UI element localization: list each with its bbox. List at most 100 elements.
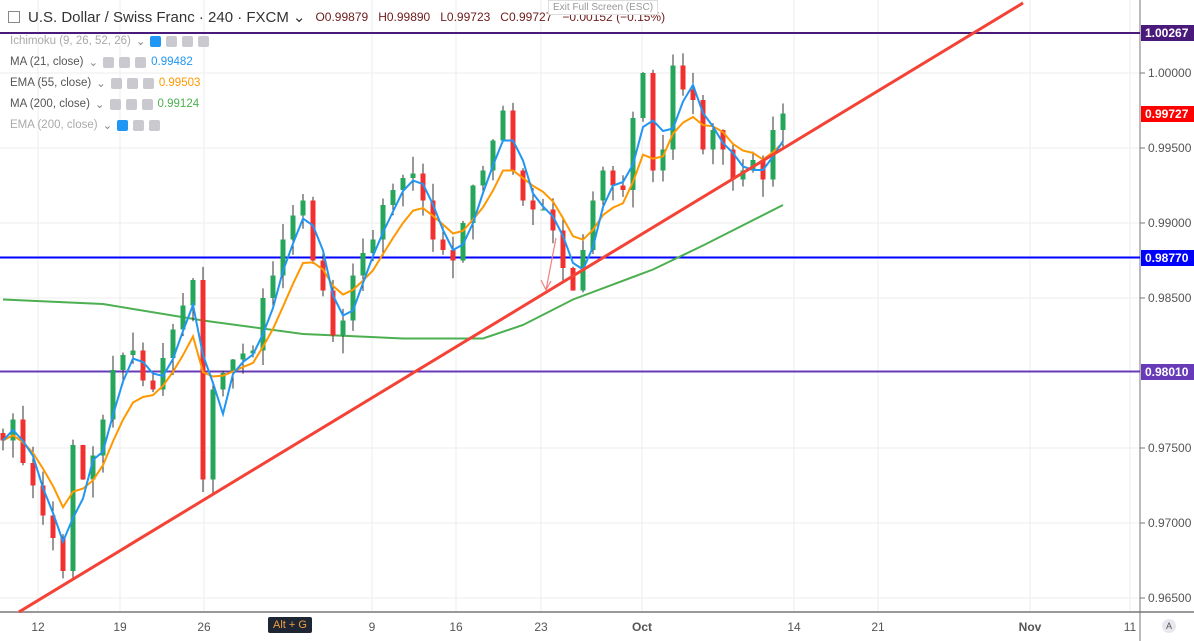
indicator-value: 0.99124: [157, 98, 200, 110]
visibility-icon[interactable]: [150, 35, 162, 47]
candle: [20, 405, 26, 466]
candle: [140, 342, 146, 387]
candle: [630, 111, 636, 208]
auto-scale-button[interactable]: A: [1162, 619, 1176, 633]
ma21-line: [2, 82, 784, 545]
x-tick-label: 14: [787, 620, 801, 634]
chevron-down-icon[interactable]: ⌄: [292, 9, 306, 26]
visibility-icon[interactable]: [117, 119, 129, 131]
candle: [670, 54, 676, 160]
candle: [720, 129, 726, 165]
candle: [660, 134, 666, 182]
shortcut-hint: Alt + G: [268, 617, 312, 633]
candle: [50, 501, 56, 551]
y-tick-label: 0.99000: [1148, 216, 1192, 230]
candle: [300, 193, 306, 229]
settings-icon[interactable]: [125, 98, 137, 110]
close-icon[interactable]: [149, 119, 161, 131]
chevron-down-icon[interactable]: ⌄: [135, 36, 146, 48]
indicator-label: EMA (55, close): [10, 77, 92, 89]
candle: [380, 198, 386, 257]
candle: [570, 266, 576, 291]
close-icon[interactable]: [141, 98, 153, 110]
candle: [620, 175, 626, 197]
indicator-label: MA (21, close): [10, 56, 84, 68]
collapse-icon[interactable]: [8, 11, 20, 23]
candle: [510, 102, 516, 175]
visibility-icon[interactable]: [110, 77, 122, 89]
candle: [520, 168, 526, 206]
symbol-title[interactable]: U.S. Dollar / Swiss Franc · 240 · FXCM ⌄: [8, 8, 305, 26]
chevron-down-icon[interactable]: ⌄: [94, 99, 105, 111]
indicator-legend-row[interactable]: MA (200, close) ⌄ 0.99124: [10, 97, 199, 111]
indicator-label: Ichimoku (9, 26, 52, 26): [10, 35, 131, 47]
close-icon[interactable]: [198, 35, 210, 47]
candle: [150, 372, 156, 393]
candle: [290, 204, 296, 255]
visibility-icon[interactable]: [103, 56, 115, 68]
ohlc-close: C0.99727: [500, 10, 553, 24]
candle: [420, 163, 426, 216]
visibility-icon[interactable]: [109, 98, 121, 110]
ohlc-low: L0.99723: [440, 10, 491, 24]
indicator-legend-row[interactable]: EMA (55, close) ⌄ 0.99503: [10, 76, 200, 90]
x-tick-label: 21: [871, 620, 885, 634]
price-tag: 0.98770: [1141, 249, 1194, 266]
candle: [550, 198, 556, 244]
settings-icon[interactable]: [166, 35, 178, 47]
arrow-annotation[interactable]: [540, 237, 557, 292]
candle: [610, 166, 616, 201]
candle: [80, 444, 86, 480]
candle: [280, 224, 286, 289]
chevron-down-icon[interactable]: ⌄: [96, 78, 106, 90]
close-icon[interactable]: [142, 77, 154, 89]
price-tag: 0.99727: [1141, 105, 1194, 122]
candle: [540, 198, 546, 211]
candle: [310, 196, 316, 264]
indicator-label: EMA (200, close): [10, 119, 98, 131]
source-code-icon[interactable]: [182, 35, 194, 47]
candle: [170, 323, 176, 376]
ma200-line: [2, 204, 784, 340]
indicator-label: MA (200, close): [10, 98, 90, 110]
settings-icon[interactable]: [133, 119, 145, 131]
indicator-legend-row[interactable]: EMA (200, close) ⌄: [10, 118, 161, 132]
indicator-value: 0.99503: [158, 77, 201, 89]
y-tick-label: 0.97500: [1148, 441, 1192, 455]
exit-fullscreen-tooltip[interactable]: Exit Full Screen (ESC): [548, 0, 659, 15]
candle: [70, 439, 76, 579]
x-tick-label: 12: [31, 620, 45, 634]
candle: [640, 72, 646, 122]
settings-icon[interactable]: [126, 77, 138, 89]
candle: [430, 183, 436, 252]
candle: [410, 156, 416, 191]
chevron-down-icon[interactable]: ⌄: [88, 57, 99, 69]
candle: [330, 279, 336, 342]
chevron-down-icon[interactable]: ⌄: [102, 120, 113, 132]
indicator-legend-row[interactable]: Ichimoku (9, 26, 52, 26) ⌄: [10, 34, 210, 48]
settings-icon[interactable]: [119, 56, 131, 68]
candle: [710, 123, 716, 165]
x-tick-label: 11: [1124, 620, 1137, 634]
price-tag: 1.00267: [1141, 24, 1194, 41]
indicator-value: 0.99482: [151, 56, 193, 68]
candle: [210, 384, 216, 495]
y-tick-label: 0.96500: [1148, 591, 1192, 605]
y-tick-label: 0.97000: [1148, 516, 1192, 530]
close-icon[interactable]: [135, 56, 147, 68]
candle: [600, 166, 606, 211]
x-tick-label: 26: [197, 620, 211, 634]
ema55-line: [2, 115, 784, 510]
candle: [730, 142, 736, 191]
trend-line[interactable]: [18, 1, 1024, 614]
candle: [680, 53, 686, 96]
indicator-legend-row[interactable]: MA (21, close) ⌄ 0.99482: [10, 55, 193, 69]
x-tick-label: Oct: [632, 620, 652, 634]
x-tick-label: 19: [113, 620, 127, 634]
candle: [90, 446, 96, 498]
ohlc-open: O0.99879: [315, 10, 369, 24]
x-tick-label: 16: [449, 620, 463, 634]
candle: [480, 165, 486, 192]
candle: [460, 220, 466, 263]
